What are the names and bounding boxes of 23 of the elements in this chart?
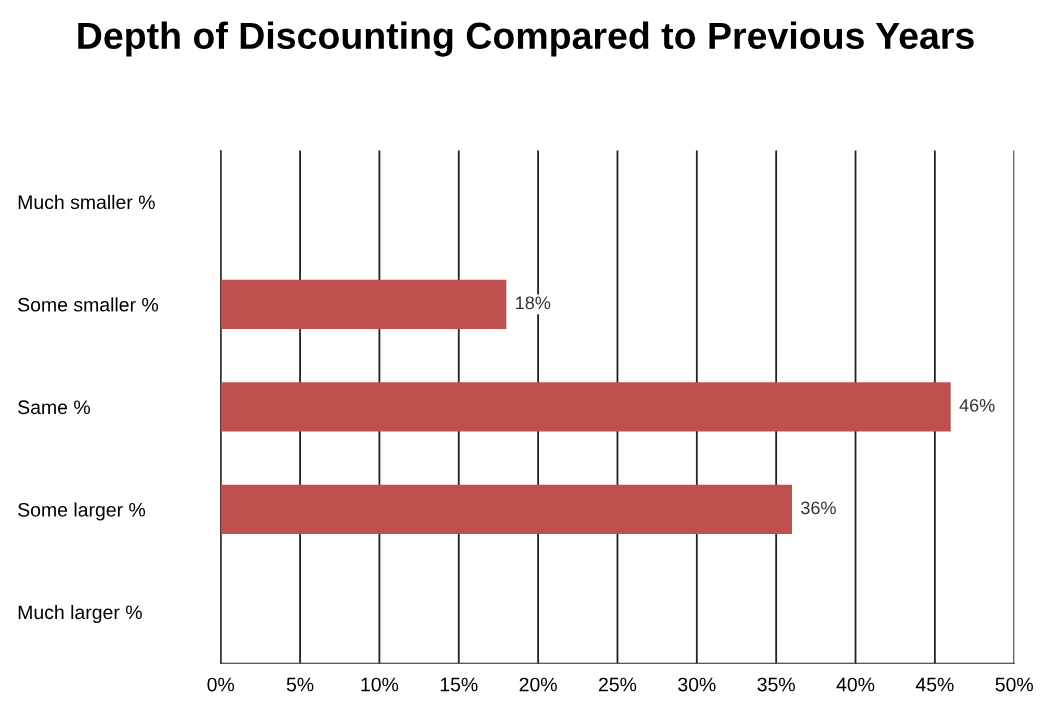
x-tick-label: 30% — [678, 677, 716, 692]
y-tick-label: Some larger % — [18, 502, 146, 521]
bar — [220, 484, 793, 535]
x-tick-label: 45% — [915, 677, 954, 692]
y-tick-label: Same % — [18, 400, 90, 415]
bar — [220, 382, 951, 432]
x-tick-label: 15% — [440, 677, 478, 692]
x-tick-label: 0% — [207, 677, 235, 692]
data-label: 36% — [801, 501, 836, 515]
x-tick-label: 50% — [995, 677, 1033, 692]
y-tick-label: Some smaller % — [18, 297, 159, 312]
y-tick-label: Much smaller % — [18, 194, 155, 210]
x-tick-label: 35% — [757, 677, 795, 692]
chart-title: Depth of Discounting Compared to Previous Years — [78, 21, 974, 57]
data-label: 46% — [959, 398, 995, 412]
bar — [220, 279, 507, 329]
data-label: 18% — [516, 296, 551, 310]
x-tick-label: 40% — [836, 677, 875, 692]
y-tick-label: Much larger % — [18, 604, 142, 624]
x-tick-label: 5% — [286, 677, 314, 692]
x-tick-label: 10% — [361, 677, 399, 692]
x-tick-label: 25% — [598, 677, 637, 692]
x-tick-label: 20% — [519, 677, 557, 692]
